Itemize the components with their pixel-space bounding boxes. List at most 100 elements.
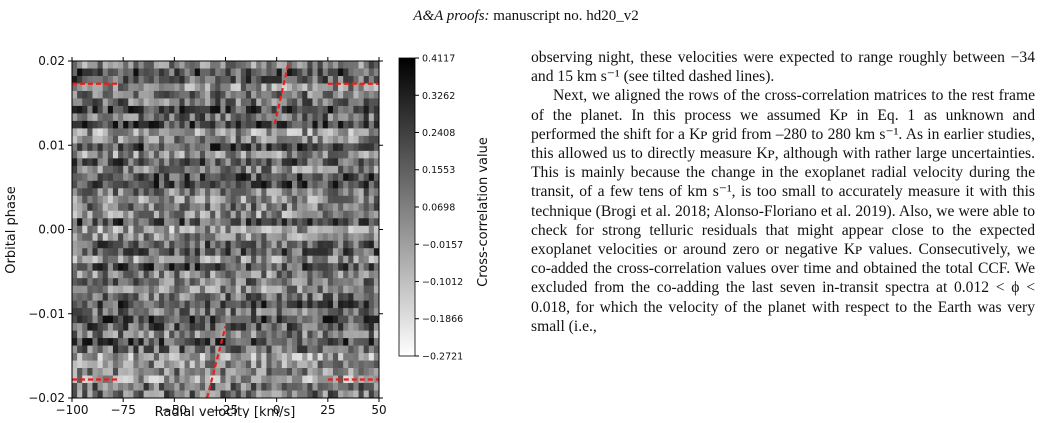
heatmap-cell <box>261 330 267 339</box>
heatmap-cell <box>107 68 114 77</box>
heatmap-cell <box>174 225 180 234</box>
heatmap-cell <box>240 390 247 399</box>
heatmap-cell <box>358 203 365 212</box>
heatmap-cell <box>373 345 380 354</box>
heatmap-cell <box>373 308 380 317</box>
heatmap-cell <box>205 225 211 234</box>
heatmap-cell <box>184 300 191 309</box>
heatmap-cell <box>230 315 237 324</box>
x-tick-label: 50 <box>371 403 386 417</box>
heatmap-cell <box>286 240 293 249</box>
heatmap-cell <box>143 360 150 369</box>
heatmap-cell <box>302 195 308 204</box>
heatmap-cell <box>312 210 318 219</box>
heatmap-cell <box>138 120 145 129</box>
heatmap-cell <box>368 225 375 234</box>
heatmap-cell <box>343 293 349 302</box>
heatmap-cell <box>307 323 313 331</box>
heatmap-cell <box>317 173 324 182</box>
heatmap-cell <box>363 180 370 189</box>
heatmap-cell <box>251 173 257 182</box>
heatmap-cell <box>363 195 370 204</box>
heatmap-cell <box>174 338 180 346</box>
heatmap-cell <box>215 128 221 137</box>
heatmap-cell <box>169 135 175 144</box>
x-tick-label: −100 <box>56 403 89 417</box>
heatmap-cell <box>281 150 288 159</box>
heatmap-cell <box>205 285 211 294</box>
heatmap-cell <box>327 210 334 219</box>
heatmap-cell <box>97 150 104 159</box>
heatmap-cell <box>240 180 247 189</box>
heatmap-cell <box>245 105 252 114</box>
heatmap-cell <box>251 61 257 69</box>
heatmap-cell <box>153 300 160 309</box>
heatmap-cell <box>118 375 124 384</box>
heatmap-cell <box>307 240 313 249</box>
heatmap-cell <box>215 308 221 317</box>
heatmap-cell <box>82 135 88 144</box>
heatmap-cell <box>189 353 196 361</box>
heatmap-cell <box>128 113 134 122</box>
heatmap-cell <box>297 240 303 249</box>
heatmap-cell <box>235 90 242 99</box>
heatmap-cell <box>343 218 349 227</box>
heatmap-cell <box>92 188 98 197</box>
heatmap-cell <box>107 218 114 227</box>
heatmap-cell <box>164 390 170 399</box>
heatmap-cell <box>240 113 247 122</box>
heatmap-cell <box>118 248 124 257</box>
heatmap-cell <box>112 210 119 219</box>
heatmap-cell <box>373 330 380 339</box>
heatmap-cell <box>332 135 339 144</box>
heatmap-cell <box>368 128 375 137</box>
heatmap-cell <box>189 308 196 317</box>
heatmap-cell <box>118 158 124 167</box>
heatmap-cell <box>138 345 145 354</box>
heatmap-cell <box>220 293 226 302</box>
heatmap-cell <box>343 263 349 272</box>
heatmap-cell <box>87 218 93 227</box>
heatmap-cell <box>373 203 380 212</box>
heatmap-cell <box>128 278 134 287</box>
heatmap-cell <box>240 248 247 257</box>
heatmap-cell <box>220 285 226 294</box>
heatmap-cell <box>220 390 226 399</box>
heatmap-cell <box>240 165 247 174</box>
heatmap-cell <box>199 210 206 219</box>
heatmap-cell <box>240 233 247 242</box>
heatmap-cell <box>327 338 334 346</box>
heatmap-cell <box>322 330 329 339</box>
heatmap-cell <box>245 255 252 264</box>
heatmap-cell <box>332 158 339 167</box>
heatmap-cell <box>368 165 375 174</box>
heatmap-cell <box>322 83 329 92</box>
heatmap-cell <box>199 128 206 137</box>
heatmap-cell <box>353 135 359 144</box>
heatmap-cell <box>343 188 349 197</box>
heatmap-cell <box>138 225 145 234</box>
colorbar-tick-label: −0.1866 <box>422 314 463 325</box>
heatmap-cell <box>271 285 278 294</box>
heatmap-cell <box>123 390 129 399</box>
heatmap-cell <box>271 188 278 197</box>
heatmap-cell <box>210 390 216 399</box>
heatmap-cell <box>256 375 262 384</box>
heatmap-cell <box>348 61 354 69</box>
heatmap-cell <box>251 338 257 346</box>
heatmap-cell <box>235 218 242 227</box>
heatmap-cell <box>205 195 211 204</box>
heatmap-cell <box>256 323 262 331</box>
heatmap-cell <box>256 330 262 339</box>
heatmap-cell <box>215 300 221 309</box>
heatmap-cell <box>107 61 114 69</box>
heatmap-cell <box>230 128 237 137</box>
heatmap-cell <box>297 68 303 77</box>
heatmap-cell <box>292 165 298 174</box>
heatmap-cell <box>199 353 206 361</box>
heatmap-cell <box>322 188 329 197</box>
heatmap-cell <box>153 135 160 144</box>
heatmap-cell <box>148 158 155 167</box>
heatmap-cell <box>133 180 139 189</box>
heatmap-cell <box>179 270 185 279</box>
